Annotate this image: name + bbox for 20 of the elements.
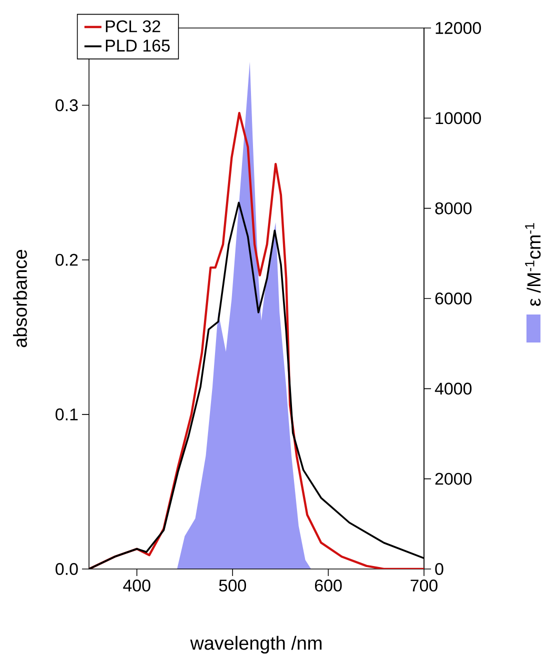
y2-tick-label: 10000 [436, 112, 481, 124]
legend-label: PLD 165 [106, 40, 170, 52]
y2-tick-label: 12000 [436, 22, 481, 34]
y2-tick-label: 6000 [435, 292, 472, 304]
legend-label: PCL 32 [106, 20, 160, 32]
y2-tick-label: 0 [435, 563, 444, 575]
y2-tick-label: 8000 [435, 202, 472, 214]
x-axis-title: wavelength /nm [190, 636, 322, 654]
y2-tick-label: 2000 [435, 472, 472, 485]
x-tick-label: 500 [219, 580, 246, 592]
y-tick-label: 0.2 [56, 254, 78, 266]
y-axis-title: absorbance [13, 250, 27, 348]
y2-axis-title: ε /M$^{-1}$cm$^{-1}$ [525, 223, 541, 306]
x-tick-label: 400 [123, 580, 150, 592]
y2-tick-label: 4000 [434, 382, 472, 395]
x-tick-label: 700 [410, 580, 438, 592]
x-tick-label: 600 [315, 580, 342, 592]
y-tick-label: 0.3 [56, 99, 78, 112]
y-tick-label: 0.0 [56, 563, 78, 575]
y-tick-label: 0.1 [56, 408, 78, 420]
